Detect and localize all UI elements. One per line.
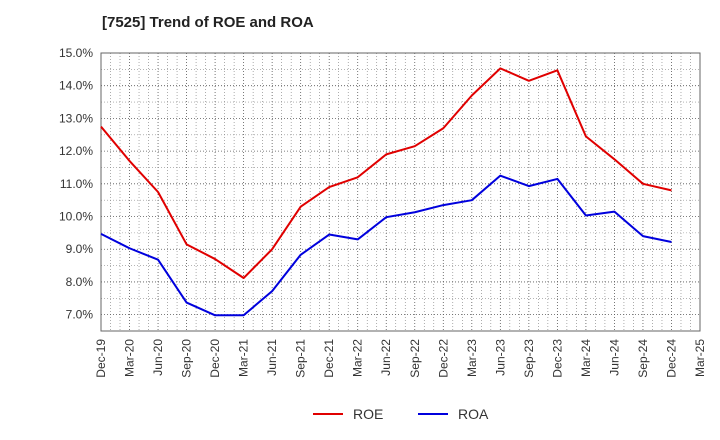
x-tick-label: Mar-22 xyxy=(351,339,365,377)
x-tick-label: Dec-19 xyxy=(94,339,108,378)
y-tick-label: 12.0% xyxy=(59,144,93,158)
y-tick-label: 13.0% xyxy=(59,111,93,125)
x-tick-label: Jun-23 xyxy=(493,339,507,376)
x-tick-label: Mar-24 xyxy=(579,339,593,377)
x-tick-label: Jun-21 xyxy=(265,339,279,376)
x-tick-label: Jun-24 xyxy=(607,339,621,376)
x-tick-label: Dec-24 xyxy=(664,339,678,378)
x-tick-label: Dec-23 xyxy=(550,339,564,378)
y-axis-ticks: 15.0% 14.0% 13.0% 12.0% 11.0% 10.0% 9.0% 8.0% 7.… xyxy=(59,46,93,322)
legend: ROE ROA xyxy=(313,406,489,422)
y-tick-label: 11.0% xyxy=(60,177,93,191)
x-tick-label: Mar-21 xyxy=(237,339,251,377)
x-tick-label: Sep-22 xyxy=(408,339,422,378)
series-line-roa xyxy=(100,174,672,317)
y-tick-label: 15.0% xyxy=(59,46,93,60)
grid-lines xyxy=(100,52,701,332)
chart-title: [7525] Trend of ROE and ROA xyxy=(102,14,314,31)
x-tick-label: Dec-22 xyxy=(436,339,450,378)
data-series xyxy=(100,67,672,317)
x-tick-label: Dec-20 xyxy=(208,339,222,378)
y-tick-label: 9.0% xyxy=(66,242,94,256)
legend-label-roa: ROA xyxy=(458,406,489,422)
series-line-roe xyxy=(100,67,672,280)
x-tick-label: Sep-20 xyxy=(180,339,194,378)
x-tick-label: Jun-22 xyxy=(379,339,393,376)
x-axis-ticks: Dec-19 Mar-20 Jun-20 Sep-20 Dec-20 Mar-21 Jun-… xyxy=(94,339,707,378)
x-tick-label: Mar-25 xyxy=(693,339,707,377)
y-tick-label: 7.0% xyxy=(66,308,94,322)
x-tick-label: Dec-21 xyxy=(322,339,336,378)
legend-label-roe: ROE xyxy=(353,406,383,422)
x-tick-label: Sep-21 xyxy=(294,339,308,378)
y-tick-label: 10.0% xyxy=(59,210,93,224)
x-tick-label: Jun-20 xyxy=(151,339,165,376)
x-tick-label: Sep-23 xyxy=(522,339,536,378)
y-tick-label: 14.0% xyxy=(59,79,93,93)
x-tick-label: Mar-23 xyxy=(465,339,479,377)
x-tick-label: Sep-24 xyxy=(636,339,650,378)
x-tick-label: Mar-20 xyxy=(123,339,137,377)
y-tick-label: 8.0% xyxy=(66,275,94,289)
plot-area-frame xyxy=(100,52,701,332)
